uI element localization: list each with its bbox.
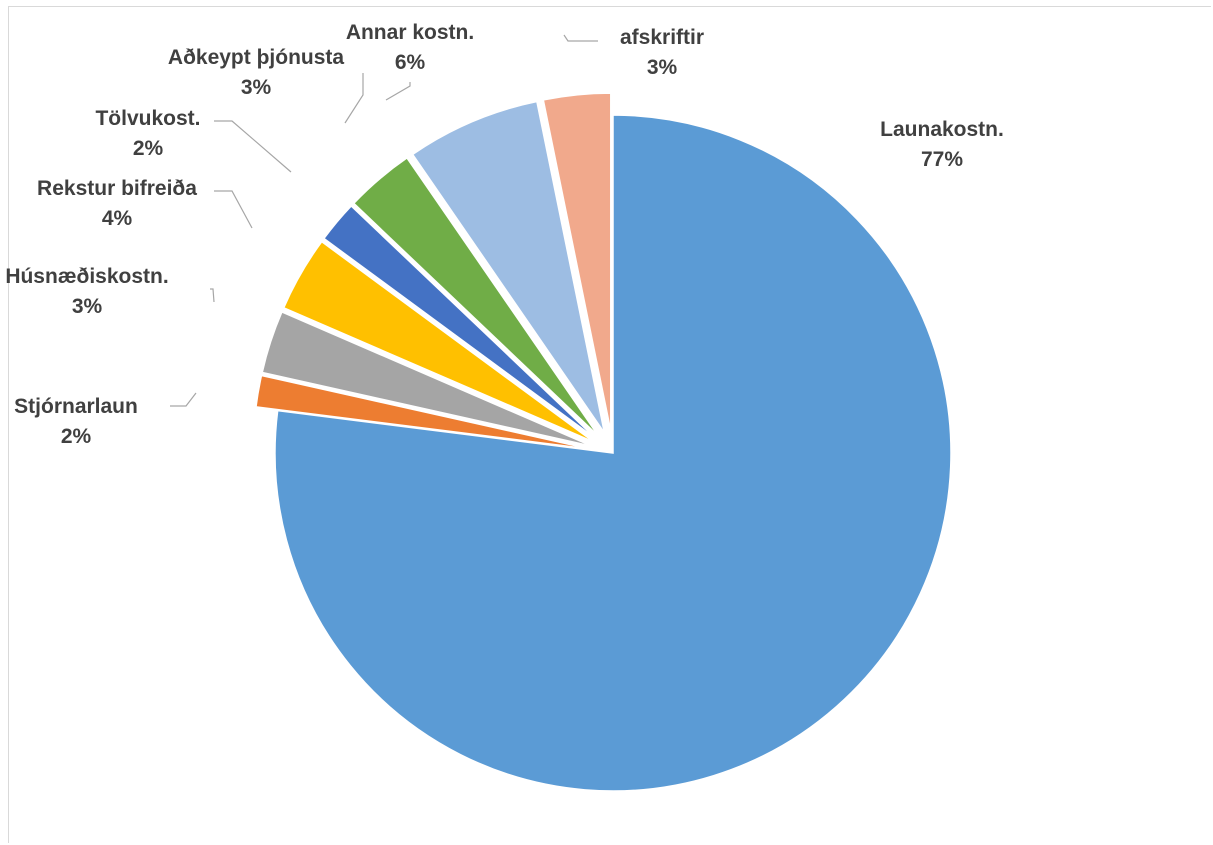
data-label-name: Tölvukost. bbox=[95, 107, 200, 130]
data-label-name: Rekstur bifreiða bbox=[37, 177, 197, 200]
data-label-4: Rekstur bifreiða 4% bbox=[37, 177, 197, 230]
pie-slice-4 bbox=[282, 240, 595, 443]
leader-line-6 bbox=[344, 73, 364, 124]
data-label-percent: 3% bbox=[647, 56, 678, 79]
data-label-2: Stjórnarlaun 2% bbox=[14, 395, 138, 448]
pie-slice-2 bbox=[255, 374, 592, 450]
data-label-1: Launakostn. 77% bbox=[880, 118, 1004, 171]
data-label-percent: 3% bbox=[241, 76, 272, 99]
data-label-percent: 77% bbox=[921, 148, 963, 171]
data-label-percent: 6% bbox=[395, 51, 426, 74]
data-label-3: Húsnæðiskostn. 3% bbox=[5, 265, 168, 318]
data-label-5: Tölvukost. 2% bbox=[95, 107, 200, 160]
pie-slice-5 bbox=[322, 204, 597, 440]
pie-slice-1 bbox=[274, 114, 952, 792]
leader-line-3 bbox=[210, 288, 215, 303]
data-label-name: Stjórnarlaun bbox=[14, 395, 138, 418]
chart-area bbox=[8, 6, 1211, 843]
leader-line-7 bbox=[385, 82, 411, 101]
data-label-percent: 2% bbox=[61, 425, 92, 448]
leader-line-4 bbox=[214, 190, 253, 229]
data-label-name: afskriftir bbox=[620, 26, 704, 49]
data-labels: Launakostn. 77% Stjórnarlaun 2% Húsnæðiskost… bbox=[5, 21, 1004, 448]
data-label-7: Annar kostn. 6% bbox=[346, 21, 474, 74]
data-label-name: Launakostn. bbox=[880, 118, 1004, 141]
data-label-percent: 3% bbox=[72, 295, 103, 318]
pie-slice-8 bbox=[542, 92, 612, 432]
data-label-8: afskriftir 3% bbox=[620, 26, 704, 79]
leader-lines bbox=[170, 34, 598, 407]
leader-line-5 bbox=[214, 120, 292, 173]
data-label-name: Aðkeypt þjónusta bbox=[168, 46, 345, 69]
pie-slices bbox=[255, 92, 952, 792]
pie-slice-3 bbox=[261, 310, 593, 447]
data-label-name: Annar kostn. bbox=[346, 21, 474, 44]
pie-slice-6 bbox=[352, 156, 600, 437]
data-label-name: Húsnæðiskostn. bbox=[5, 265, 168, 288]
data-label-6: Aðkeypt þjónusta 3% bbox=[168, 46, 345, 99]
leader-line-2 bbox=[170, 392, 197, 407]
data-label-percent: 2% bbox=[133, 137, 164, 160]
leader-line-8 bbox=[563, 34, 598, 42]
pie-slice-7 bbox=[411, 100, 606, 434]
data-label-percent: 4% bbox=[102, 207, 133, 230]
